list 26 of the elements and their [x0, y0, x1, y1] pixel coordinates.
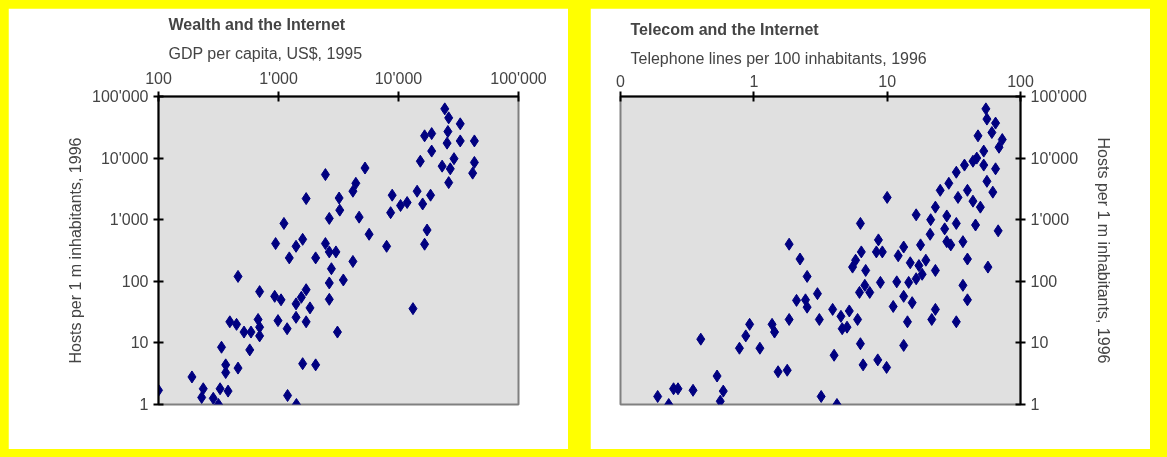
x-tick-label: 100 — [145, 69, 172, 87]
x-tick-label: 100 — [1007, 72, 1034, 90]
x-tick-label: 100'000 — [490, 69, 547, 87]
y-tick-label: 10'000 — [1030, 149, 1079, 167]
chart-subtitle: Telephone lines per 100 inhabitants, 1996 — [630, 49, 927, 67]
x-tick-label: 1 — [749, 72, 759, 90]
y-tick-label: 1 — [139, 396, 149, 413]
x-tick-label: 1'000 — [259, 69, 298, 87]
x-tick-label: 10 — [878, 72, 897, 90]
y-axis-title: Hosts per 1 m inhabitants, 1996 — [67, 137, 85, 364]
y-tick-label: 100'000 — [1030, 88, 1088, 105]
y-tick-label: 10 — [1030, 334, 1049, 352]
chart-title: Telecom and the Internet — [630, 20, 820, 38]
y-axis-title: Hosts per 1 m inhabitants, 1996 — [1094, 137, 1112, 364]
x-tick-label: 0 — [616, 72, 626, 90]
y-tick-label: 1'000 — [109, 211, 149, 229]
y-tick-label: 1'000 — [1030, 211, 1070, 229]
chart-subtitle: GDP per capita, US$, 1995 — [168, 44, 363, 62]
chart-title: Wealth and the Internet — [168, 15, 346, 33]
y-tick-label: 100'000 — [92, 88, 149, 105]
y-tick-label: 10 — [130, 334, 149, 352]
x-tick-label: 10'000 — [374, 69, 423, 87]
y-tick-label: 1 — [1030, 396, 1040, 413]
y-tick-label: 100 — [121, 272, 149, 290]
y-tick-label: 100 — [1030, 272, 1058, 290]
y-tick-label: 10'000 — [100, 149, 149, 167]
